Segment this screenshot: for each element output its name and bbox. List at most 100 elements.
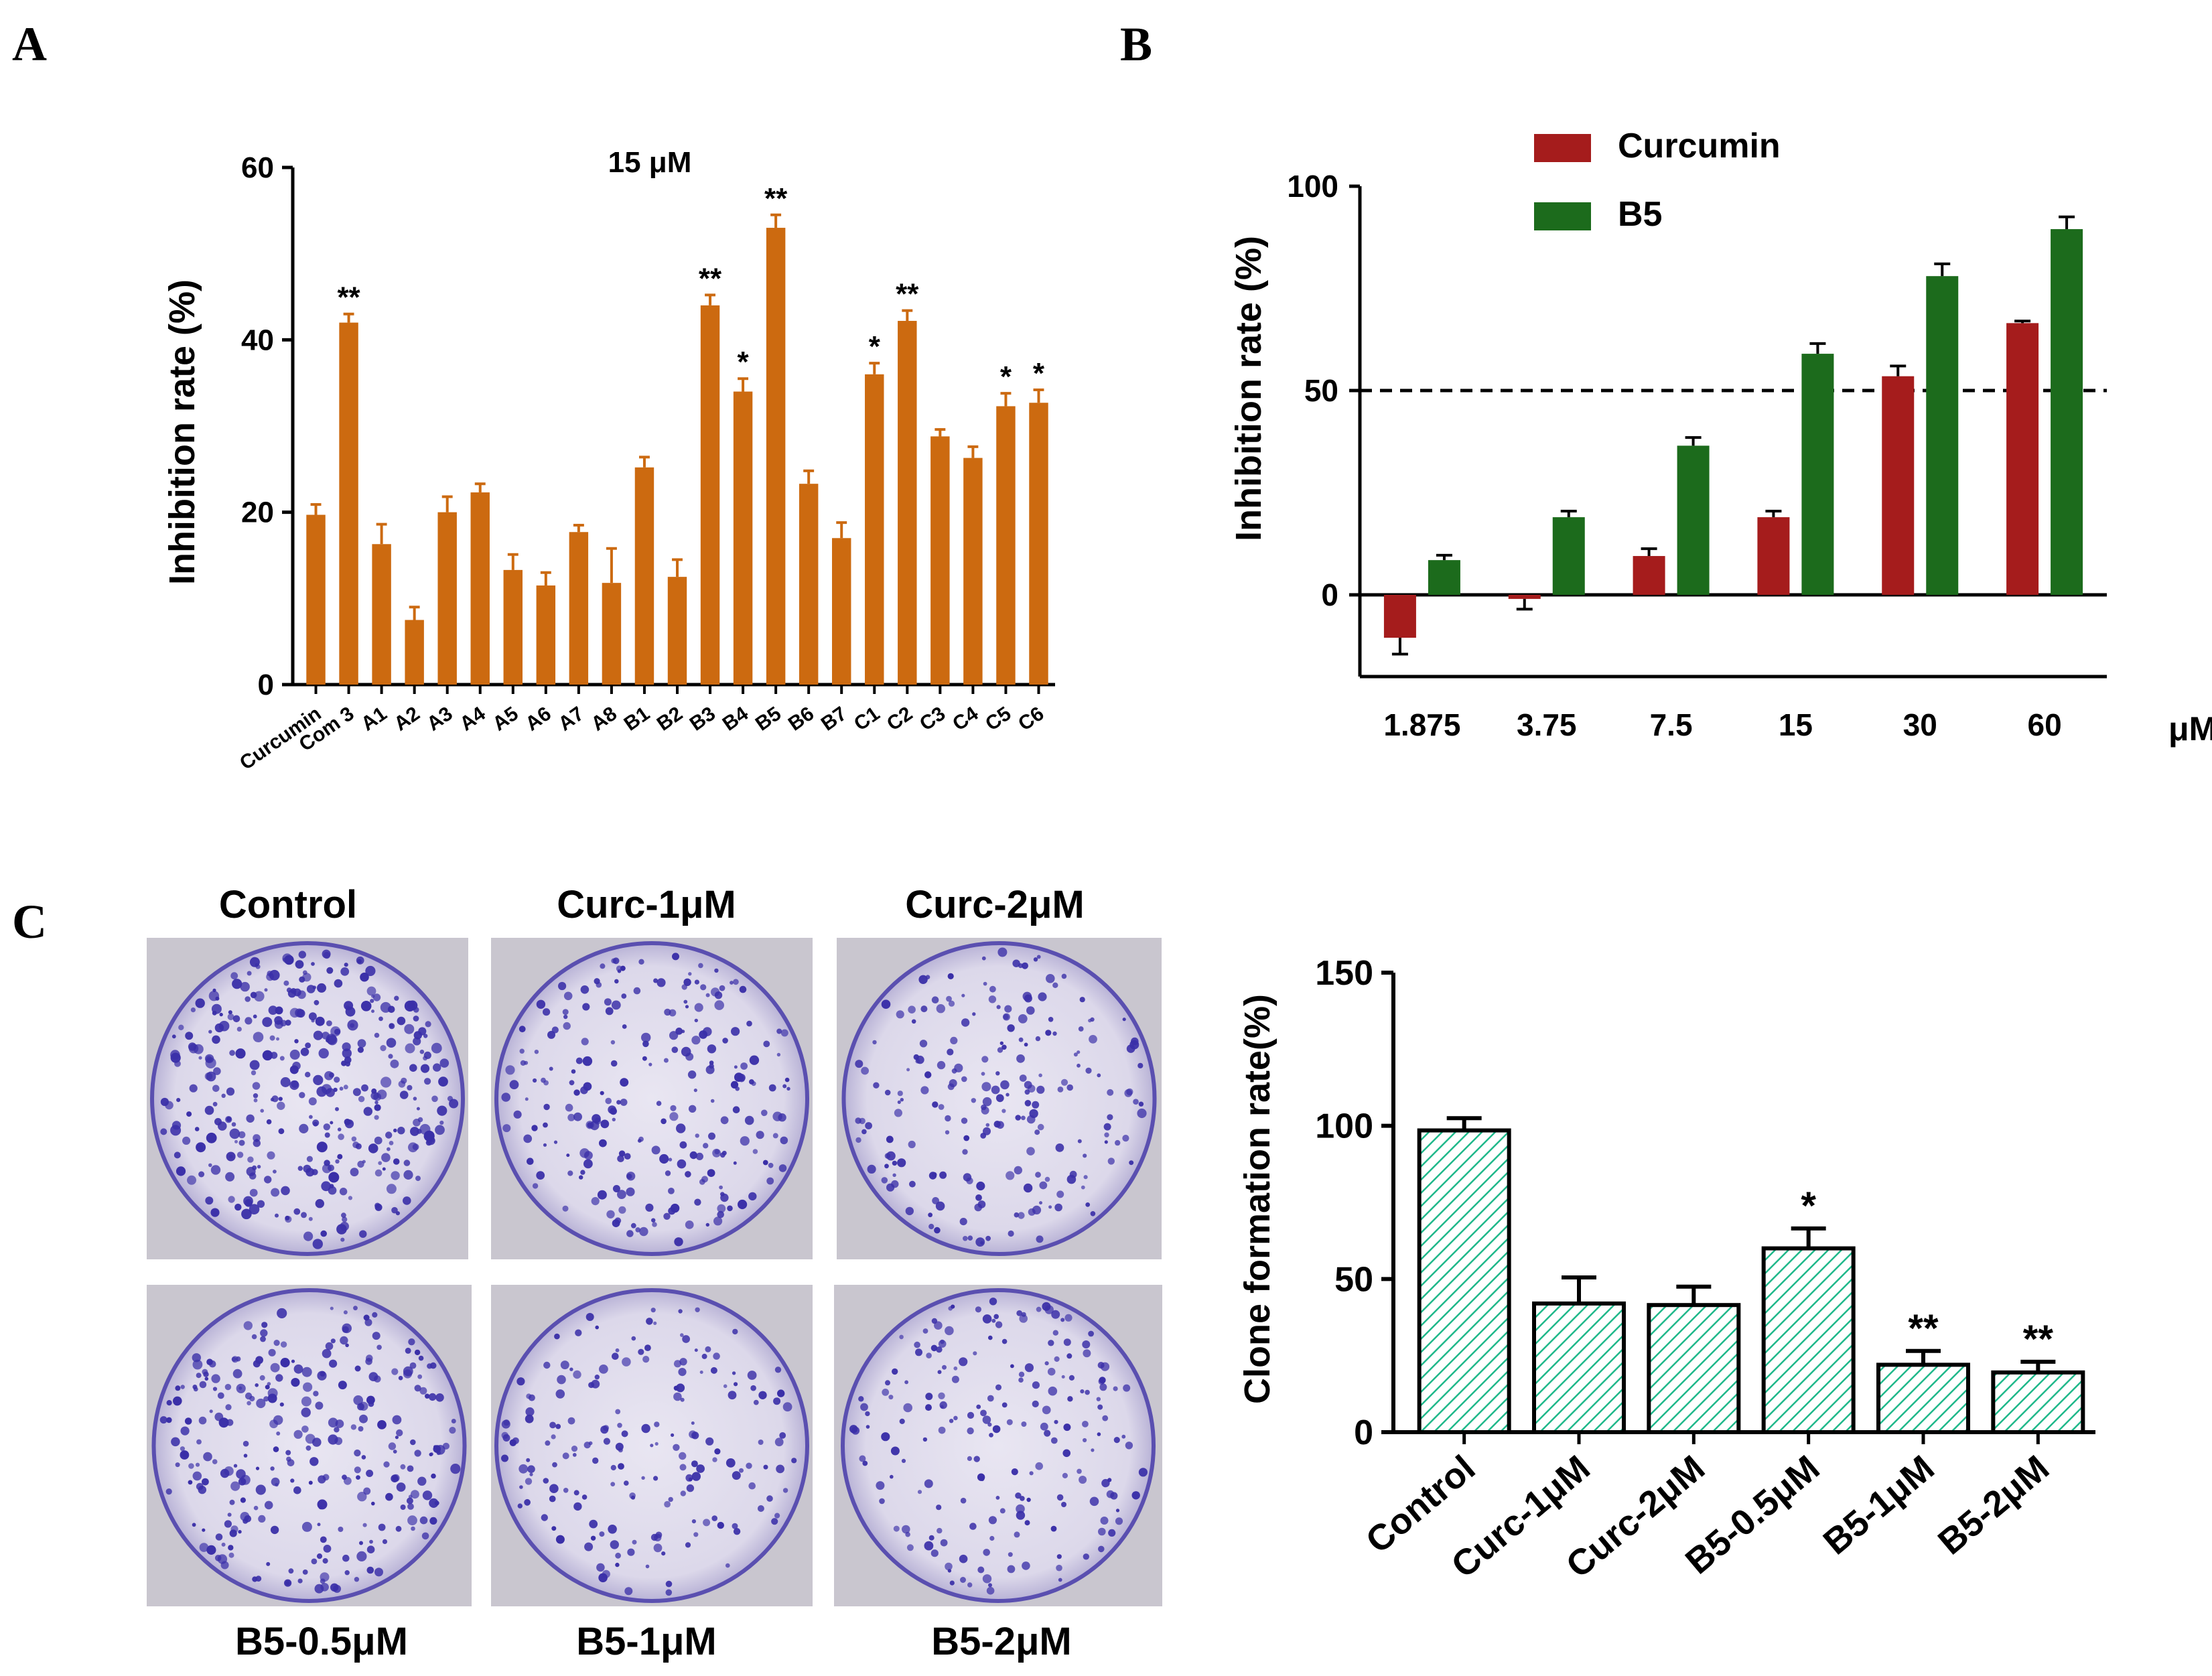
- colony-dot-curc-1um: [714, 968, 719, 973]
- colony-dot-b5-0.5um: [263, 1396, 269, 1402]
- colony-dot-b5-0.5um: [255, 1466, 260, 1470]
- colony-dot-b5-1um: [555, 1423, 561, 1429]
- colony-dot-curc-1um: [612, 1185, 620, 1192]
- colony-dot-curc-1um: [687, 1070, 697, 1079]
- colony-dot-curc-2um: [961, 993, 965, 997]
- colony-dot-b5-2um: [1102, 1415, 1109, 1421]
- colony-dot-b5-1um: [710, 1367, 717, 1374]
- colony-dot-control: [381, 1153, 391, 1162]
- colony-dot-curc-1um: [527, 1158, 534, 1165]
- colony-dot-b5-1um: [615, 1552, 621, 1559]
- colony-dot-b5-1um: [703, 1519, 711, 1527]
- colony-dot-control: [299, 1092, 305, 1099]
- colony-dot-b5-0.5um: [342, 1474, 347, 1480]
- colony-dot-b5-0.5um: [409, 1362, 417, 1369]
- chart-a-bar-b3: [700, 305, 720, 685]
- colony-dot-curc-2um: [995, 1094, 1004, 1103]
- colony-dot-b5-2um: [1021, 1312, 1026, 1317]
- colony-dot-curc-2um: [1037, 1123, 1044, 1131]
- colony-dot-b5-1um: [622, 1357, 631, 1367]
- colony-dot-b5-0.5um: [293, 1486, 301, 1494]
- colony-dot-control: [278, 1097, 283, 1101]
- colony-dot-control: [204, 1072, 213, 1080]
- colony-dot-curc-2um: [935, 1201, 945, 1211]
- colony-dot-b5-0.5um: [329, 1359, 338, 1368]
- colony-dot-b5-2um: [1099, 1383, 1107, 1391]
- colony-dot-b5-0.5um: [391, 1368, 399, 1375]
- colony-dot-control: [253, 1139, 261, 1147]
- colony-dot-curc-2um: [948, 1000, 955, 1007]
- colony-dot-b5-0.5um: [243, 1454, 248, 1458]
- chart-a-bar-b6: [799, 484, 819, 685]
- colony-dot-curc-2um: [947, 973, 954, 979]
- colony-dot-control: [394, 995, 399, 1001]
- colony-dot-b5-1um: [732, 1471, 741, 1480]
- colony-dot-control: [312, 1239, 323, 1249]
- colony-dot-curc-1um: [748, 1192, 757, 1201]
- colony-dot-curc-2um: [947, 1083, 955, 1091]
- colony-dot-b5-1um: [732, 1371, 736, 1375]
- colony-dot-curc-1um: [664, 1008, 671, 1016]
- colony-dot-control: [221, 1093, 226, 1099]
- colony-dot-curc-2um: [1001, 1044, 1007, 1050]
- colony-dot-b5-0.5um: [330, 1583, 339, 1592]
- colony-dot-curc-1um: [772, 1111, 782, 1121]
- colony-dot-curc-1um: [674, 1237, 683, 1247]
- colony-dot-control: [208, 1163, 212, 1168]
- colony-dot-curc-1um: [698, 963, 703, 969]
- colony-dot-curc-1um: [732, 1106, 740, 1113]
- colony-dot-b5-1um: [680, 1333, 684, 1337]
- legend-swatch-b5: [1534, 202, 1591, 230]
- colony-dot-curc-2um: [1078, 1026, 1084, 1032]
- colony-dot-curc-2um: [938, 1104, 945, 1110]
- colony-dot-curc-2um: [1066, 1174, 1077, 1184]
- colony-dot-b5-2um: [1101, 1478, 1110, 1488]
- colony-dot-curc-2um: [1061, 973, 1067, 979]
- colony-dot-control: [380, 1045, 387, 1052]
- colony-dot-curc-1um: [712, 1148, 721, 1158]
- colony-dot-b5-2um: [1020, 1496, 1025, 1501]
- colony-dot-b5-0.5um: [322, 1474, 330, 1481]
- colony-dot-b5-2um: [858, 1396, 864, 1402]
- colony-dot-b5-1um: [584, 1542, 594, 1551]
- colony-dot-b5-1um: [668, 1496, 673, 1503]
- colony-dot-b5-1um: [585, 1313, 594, 1321]
- colony-dot-b5-1um: [723, 1384, 728, 1389]
- colony-dot-b5-0.5um: [362, 1523, 367, 1527]
- colony-dot-b5-0.5um: [243, 1518, 249, 1524]
- colony-dot-b5-0.5um: [280, 1358, 290, 1368]
- colony-dot-curc-2um: [1060, 1078, 1068, 1086]
- colony-dot-control: [300, 1048, 309, 1056]
- colony-dot-b5-0.5um: [255, 1383, 259, 1387]
- colony-dot-b5-1um: [712, 1457, 717, 1462]
- colony-dot-b5-0.5um: [431, 1473, 436, 1479]
- colony-dot-control: [196, 1142, 206, 1153]
- colony-dot-curc-1um: [703, 1143, 709, 1149]
- colony-dot-control: [389, 1023, 394, 1028]
- colony-dot-control: [246, 1114, 255, 1123]
- colony-dot-curc-2um: [947, 1048, 954, 1056]
- colony-dot-b5-1um: [618, 1463, 624, 1470]
- colony-dot-b5-0.5um: [290, 1478, 295, 1483]
- colony-dot-control: [395, 1211, 401, 1216]
- colony-dot-curc-1um: [641, 1032, 651, 1043]
- colony-dot-b5-2um: [1079, 1476, 1087, 1484]
- colony-dot-curc-1um: [709, 1060, 714, 1065]
- colony-dot-b5-2um: [902, 1525, 910, 1534]
- chart-a-significance-b4: *: [738, 346, 750, 378]
- colony-dot-b5-0.5um: [366, 1545, 375, 1553]
- colony-dot-control: [260, 1109, 265, 1113]
- colony-dot-b5-0.5um: [407, 1515, 417, 1526]
- colony-dot-control: [308, 1097, 317, 1106]
- colony-dot-b5-0.5um: [418, 1355, 424, 1361]
- colony-dot-b5-0.5um: [395, 1525, 402, 1532]
- colony-dot-b5-2um: [1060, 1318, 1065, 1322]
- colony-dot-curc-2um: [1024, 1089, 1030, 1095]
- colony-dot-curc-2um: [936, 1004, 946, 1014]
- colony-dot-b5-1um: [771, 1518, 778, 1525]
- colony-dot-curc-1um: [705, 993, 710, 997]
- colony-dot-b5-1um: [654, 1442, 659, 1446]
- colony-dot-control: [385, 1131, 393, 1139]
- colony-dot-control: [253, 1014, 257, 1019]
- colony-dot-b5-2um: [930, 1549, 939, 1557]
